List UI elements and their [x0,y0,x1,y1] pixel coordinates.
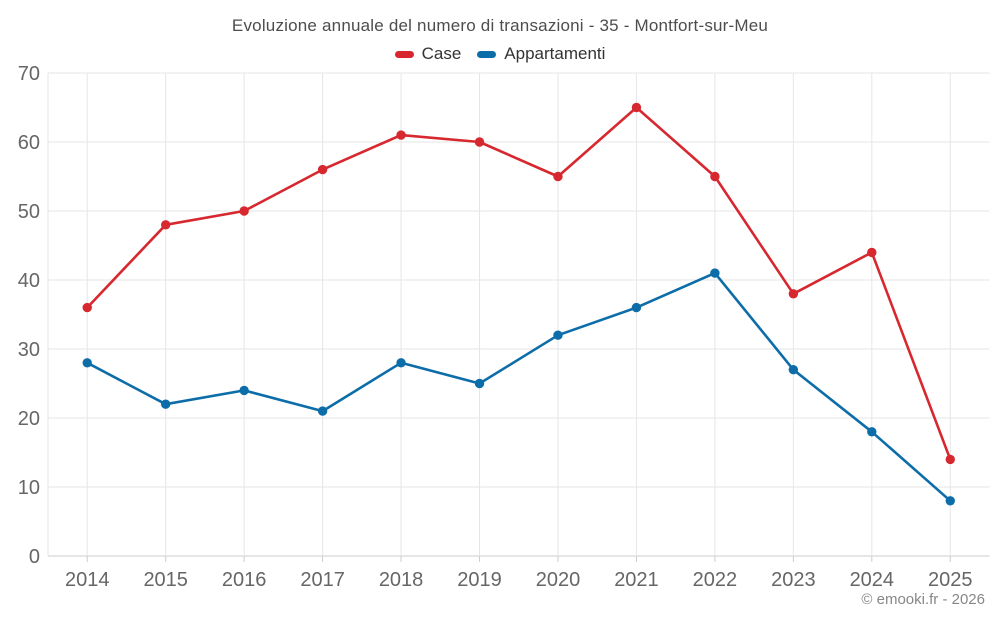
data-point-appartamenti-2022[interactable] [710,268,720,278]
x-axis-label: 2021 [614,569,659,591]
x-axis-label: 2014 [65,569,110,591]
footer-credit: © emooki.fr - 2026 [861,591,985,608]
data-point-case-2024[interactable] [867,247,877,258]
legend-label-case: Case [421,44,462,63]
data-point-appartamenti-2025[interactable] [945,496,955,506]
data-point-case-2022[interactable] [710,171,720,182]
data-point-case-2023[interactable] [788,289,799,299]
legend-marker-appartamenti-icon [477,50,497,58]
y-axis-label: 0 [29,546,40,568]
data-point-case-2025[interactable] [945,454,955,465]
x-axis-label: 2016 [222,569,267,591]
data-point-case-2021[interactable] [631,102,642,113]
data-point-appartamenti-2016[interactable] [239,385,249,396]
data-point-case-2018[interactable] [396,130,406,140]
x-axis-label: 2015 [143,569,188,591]
data-point-appartamenti-2017[interactable] [317,406,328,416]
y-axis-label: 70 [18,63,40,85]
series-line-case [85,106,952,461]
legend-item-appartamenti[interactable]: Appartamenti [477,44,605,64]
x-axis-label: 2017 [300,569,345,591]
y-axis-label: 10 [18,477,40,499]
x-axis-label: 2025 [928,569,973,591]
data-point-appartamenti-2021[interactable] [631,302,642,313]
x-axis-label: 2023 [771,569,816,591]
data-point-case-2015[interactable] [160,220,171,230]
y-axis-label: 40 [18,270,40,292]
data-point-appartamenti-2015[interactable] [160,399,171,409]
legend-label-appartamenti: Appartamenti [504,44,606,63]
data-point-case-2019[interactable] [474,137,485,147]
y-axis-label: 60 [18,132,40,154]
y-axis-label: 30 [18,339,40,361]
chart-title: Evoluzione annuale del numero di transaz… [231,16,769,35]
legend-marker-case-icon [394,50,414,58]
x-axis-label: 2022 [693,569,738,591]
data-point-appartamenti-2019[interactable] [474,378,485,389]
y-axis-label: 20 [18,408,40,430]
y-axis-label: 50 [18,201,40,223]
legend-item-case[interactable]: Case [394,44,462,64]
data-point-appartamenti-2024[interactable] [867,427,877,437]
data-point-case-2020[interactable] [553,171,563,182]
x-axis-label: 2024 [850,569,895,591]
series-line-appartamenti [85,271,952,503]
data-point-case-2017[interactable] [317,164,328,175]
data-point-case-2014[interactable] [82,302,92,313]
data-point-appartamenti-2014[interactable] [82,358,92,368]
data-point-appartamenti-2023[interactable] [788,365,799,375]
data-point-case-2016[interactable] [239,206,249,216]
data-point-appartamenti-2018[interactable] [396,358,406,368]
x-axis-label: 2018 [379,569,424,591]
data-point-appartamenti-2020[interactable] [553,330,563,340]
x-axis-label: 2019 [457,569,502,591]
x-axis-label: 2020 [536,569,581,591]
legend: Case Appartamenti [0,44,1000,64]
